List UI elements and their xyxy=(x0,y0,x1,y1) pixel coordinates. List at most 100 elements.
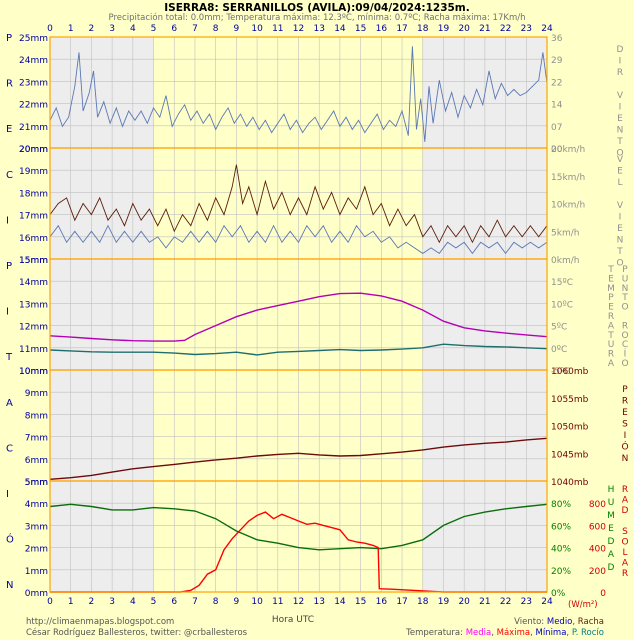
hour-label-top-24: 24 xyxy=(541,24,553,34)
hum-tick-4: 0% xyxy=(551,589,566,599)
hour-label-bottom-8: 8 xyxy=(213,597,219,607)
rocio-label-3: T xyxy=(621,293,628,303)
rad-label-0: R xyxy=(622,485,628,495)
hour-label-bottom-3: 3 xyxy=(109,597,115,607)
hum-label-4: D xyxy=(608,537,615,547)
left-tick-0-4: 21mm xyxy=(19,123,48,133)
vel-tick-4: 0km/h xyxy=(551,256,579,266)
hour-label-top-21: 21 xyxy=(479,24,490,34)
hour-label-top-19: 19 xyxy=(438,24,450,34)
rad-label-7: A xyxy=(622,559,629,569)
hour-label-bottom-5: 5 xyxy=(151,597,157,607)
vel-label-1: E xyxy=(617,167,623,177)
left-tick-0-3: 22mm xyxy=(19,101,48,111)
hour-label-bottom-1: 1 xyxy=(68,597,74,607)
rocio-label-4: O xyxy=(621,303,628,313)
left-tick-2-0: 15mm xyxy=(19,256,48,266)
hum-label-1: U xyxy=(608,498,615,508)
press-label-0: P xyxy=(622,385,628,395)
panel-borders xyxy=(49,36,548,593)
hour-label-top-2: 2 xyxy=(89,24,95,34)
vel-tick-3: 5km/h xyxy=(551,228,579,238)
panel-border-4 xyxy=(49,480,548,593)
left-tick-3-4: 6mm xyxy=(25,456,48,466)
hour-label-top-3: 3 xyxy=(109,24,115,34)
left-letter-6: I xyxy=(6,307,9,318)
hour-label-bottom-15: 15 xyxy=(355,597,366,607)
left-tick-4-1: 4mm xyxy=(25,500,48,510)
legend-viento-racha: Racha xyxy=(578,617,604,627)
axis-labels: 0011223344556677889910101111121213131414… xyxy=(5,24,629,610)
left-tick-1-0: 20mm xyxy=(19,145,48,155)
rad-tick-4: 0 xyxy=(600,589,606,599)
hour-label-bottom-6: 6 xyxy=(171,597,177,607)
hum-tick-0: 80% xyxy=(551,500,571,510)
left-letter-0: P xyxy=(6,33,12,44)
hour-label-top-11: 11 xyxy=(272,24,283,34)
hour-label-top-4: 4 xyxy=(130,24,136,34)
temp-label-6: A xyxy=(608,321,615,331)
hour-label-top-12: 12 xyxy=(293,24,304,34)
hum-label-6: D xyxy=(608,563,615,573)
dir-tick-0: 36 xyxy=(551,34,563,44)
hour-label-bottom-14: 14 xyxy=(334,597,346,607)
hour-label-bottom-18: 18 xyxy=(417,597,429,607)
vel-label-4: V xyxy=(617,201,624,211)
hour-label-bottom-22: 22 xyxy=(500,597,511,607)
left-tick-4-5: 0mm xyxy=(25,589,48,599)
legend-temperatura: Temperatura: Media, Máxima, Mínima, P. R… xyxy=(405,628,604,638)
left-tick-1-4: 16mm xyxy=(19,234,48,244)
humidity-line xyxy=(49,503,548,551)
vel-label-5: I xyxy=(619,213,622,223)
press-tick-1: 1055mb xyxy=(551,395,589,405)
wind-mean-line xyxy=(49,224,548,255)
temp-label-3: P xyxy=(608,293,614,303)
left-tick-2-1: 14mm xyxy=(19,278,48,288)
night-shade-0-0 xyxy=(50,37,154,148)
left-tick-1-2: 18mm xyxy=(19,189,48,199)
left-tick-3-1: 9mm xyxy=(25,389,48,399)
hour-label-bottom-4: 4 xyxy=(130,597,136,607)
dir-label-1: I xyxy=(619,57,622,67)
vel-label-2: L xyxy=(617,178,622,188)
hour-label-bottom-0: 0 xyxy=(47,597,53,607)
temp-tick-4: -5ºC xyxy=(551,367,571,377)
rocio-label-7: O xyxy=(621,331,628,341)
footer-author: César Rodríguez Ballesteros, twitter: @c… xyxy=(26,627,248,638)
legend-temp-sep2: , xyxy=(530,628,535,638)
hour-label-top-18: 18 xyxy=(417,24,429,34)
vel-tick-1: 15km/h xyxy=(551,173,585,183)
dir-label-4: V xyxy=(617,91,624,101)
rad-tick-1: 600 xyxy=(589,522,606,532)
dir-label-6: E xyxy=(617,114,623,124)
vel-label-7: N xyxy=(617,236,624,246)
radiation-line xyxy=(50,511,547,593)
temp-label-8: U xyxy=(608,340,615,350)
hour-label-bottom-9: 9 xyxy=(234,597,240,607)
legend-temp-maxima: Máxima xyxy=(497,628,530,638)
hour-label-bottom-24: 24 xyxy=(541,597,553,607)
left-tick-4-4: 1mm xyxy=(25,567,48,577)
hour-label-bottom-21: 21 xyxy=(479,597,490,607)
left-tick-3-3: 7mm xyxy=(25,434,48,444)
temp-tick-3: 0ºC xyxy=(551,345,567,355)
hour-label-bottom-23: 23 xyxy=(521,597,532,607)
left-tick-0-2: 23mm xyxy=(19,78,48,88)
temp-label-1: E xyxy=(608,274,614,284)
hour-label-top-7: 7 xyxy=(192,24,198,34)
hour-label-bottom-2: 2 xyxy=(89,597,95,607)
hour-label-top-0: 0 xyxy=(47,24,53,34)
vel-label-6: E xyxy=(617,224,623,234)
hour-label-top-16: 16 xyxy=(376,24,388,34)
hour-label-top-14: 14 xyxy=(334,24,346,34)
vel-label-8: T xyxy=(616,247,623,257)
left-tick-3-5: 5mm xyxy=(25,478,48,488)
press-tick-2: 1050mb xyxy=(551,423,589,433)
hour-label-top-9: 9 xyxy=(234,24,240,34)
hour-label-bottom-10: 10 xyxy=(251,597,263,607)
left-letter-9: C xyxy=(6,443,13,454)
temp-label-9: R xyxy=(608,350,614,360)
rad-label-1: A xyxy=(622,496,629,506)
rocio-label-10: O xyxy=(621,359,628,369)
press-label-2: E xyxy=(622,408,628,418)
